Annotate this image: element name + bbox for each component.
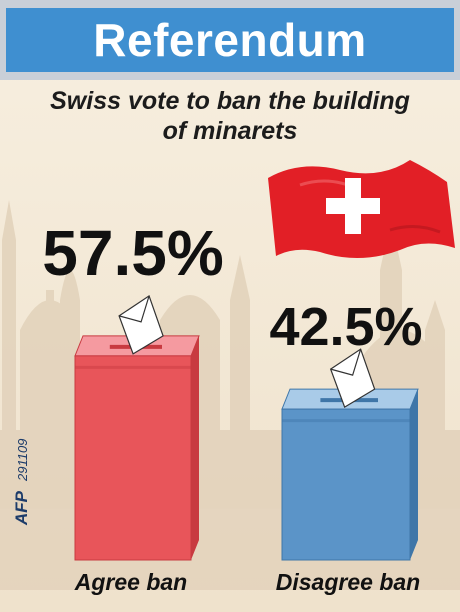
swiss-flag-icon [268,160,455,259]
ballot-boxes: 57.5% Agree ban 42.5% Disagree ban [42,217,422,595]
afp-logo: AFP [12,491,31,525]
value-label: 42.5% [269,297,422,357]
subtitle: Swiss vote to ban the building of minare… [0,86,460,146]
title-banner: Referendum [6,8,454,72]
bar-rim [282,419,410,423]
page-title: Referendum [93,14,367,66]
ballot-paper-icon [118,294,164,355]
bar-side [191,335,199,560]
subtitle-line-1: Swiss vote to ban the building [50,87,410,115]
bar-rim [75,365,191,369]
bar-side [410,389,418,560]
category-label: Disagree ban [276,569,420,595]
ballot-paper-fold [330,348,362,376]
credit: AFP 291109 [12,439,32,525]
date-code: 291109 [14,438,30,481]
bar-disagree [281,408,411,561]
ballot-paper-icon [329,348,376,409]
category-label: Agree ban [74,569,187,595]
header: Referendum [0,0,460,80]
subtitle-line-2: of minarets [162,117,298,145]
bar-agree [74,355,192,561]
value-label: 57.5% [42,217,223,289]
ballot-paper-fold [118,295,150,323]
